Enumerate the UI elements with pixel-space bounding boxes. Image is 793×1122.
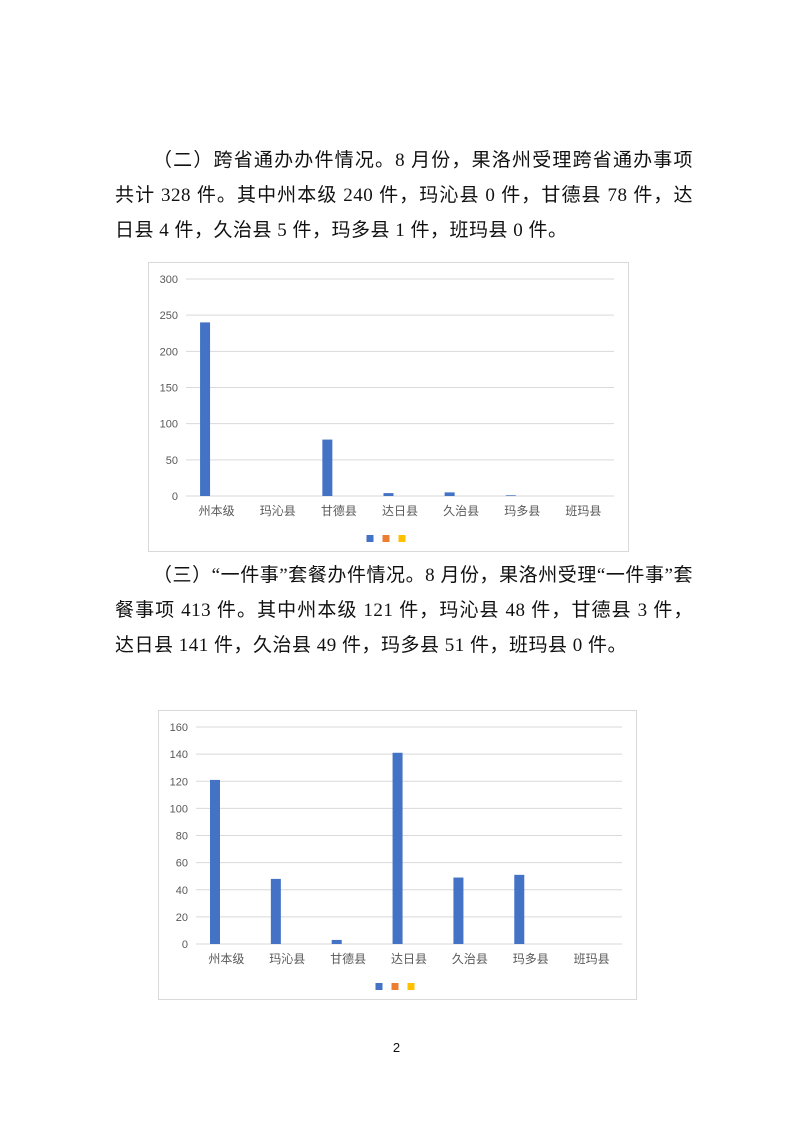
y-tick-label: 60: [176, 858, 188, 870]
y-tick-label: 0: [172, 491, 178, 503]
y-tick-label: 250: [160, 310, 178, 322]
bar: [200, 322, 211, 496]
y-tick-label: 140: [170, 749, 188, 761]
bar-chart: 0 20 40 60 80 100 120 140 160 州本级 玛沁县 甘德县 达日县 久治县 玛多县 班…: [170, 722, 622, 990]
chart-cross-province: 0 50 100 150 200 250 300 州本级 玛沁县 甘德县 达日县 久治县 玛多县 班玛县: [148, 262, 629, 552]
y-tick-label: 0: [182, 939, 188, 951]
x-tick-label: 玛沁县: [260, 504, 296, 518]
x-tick-label: 甘德县: [330, 951, 366, 966]
y-tick-label: 80: [176, 831, 188, 843]
bar: [444, 492, 455, 496]
x-tick-label: 班玛县: [565, 504, 601, 518]
legend-swatch: [366, 535, 374, 542]
page-number: 2: [392, 1040, 401, 1055]
y-tick-label: 40: [176, 885, 188, 897]
legend-swatch: [391, 983, 399, 990]
bar: [383, 493, 394, 496]
legend-swatch: [382, 535, 390, 542]
y-tick-label: 160: [170, 722, 188, 734]
x-tick-label: 久治县: [443, 504, 479, 518]
bar: [453, 877, 464, 944]
bar-chart: 0 50 100 150 200 250 300 州本级 玛沁县 甘德县 达日县 久治县 玛多县 班玛县: [160, 274, 614, 542]
x-tick-label: 州本级: [199, 504, 235, 518]
x-tick-label: 久治县: [452, 952, 488, 966]
bar: [270, 878, 281, 944]
x-tick-label: 玛多县: [504, 504, 540, 518]
y-tick-label: 100: [170, 803, 188, 815]
y-tick-label: 20: [176, 912, 188, 924]
x-tick-label: 班玛县: [574, 952, 610, 966]
x-tick-label: 玛沁县: [269, 952, 305, 966]
x-tick-label: 达日县: [391, 952, 427, 966]
paragraph-cross-province: （二）跨省通办办件情况。8 月份，果洛州受理跨省通办事项共计 328 件。其中州…: [115, 150, 693, 241]
paragraph-one-thing-package: （三）“一件事”套餐办件情况。8 月份，果洛州受理“一件事”套餐事项 413 件…: [115, 565, 693, 656]
y-tick-label: 50: [166, 455, 178, 467]
y-tick-label: 300: [160, 274, 178, 286]
bar: [505, 495, 516, 496]
bar: [209, 779, 220, 944]
x-tick-label: 甘德县: [321, 503, 357, 518]
y-tick-label: 100: [160, 419, 178, 431]
y-tick-label: 200: [160, 346, 178, 358]
legend-swatch: [375, 983, 383, 990]
y-tick-label: 120: [170, 776, 188, 788]
chart-one-thing-package: 0 20 40 60 80 100 120 140 160 州本级 玛沁县 甘德县 达日县 久治县 玛多县 班…: [158, 710, 637, 1000]
y-tick-label: 150: [160, 383, 178, 395]
bar: [331, 939, 342, 944]
bar: [392, 752, 403, 944]
x-tick-label: 玛多县: [513, 952, 549, 966]
bar: [514, 874, 525, 944]
legend-swatch: [407, 983, 415, 990]
x-tick-label: 州本级: [208, 952, 244, 966]
bar: [322, 439, 333, 496]
x-tick-label: 达日县: [382, 504, 418, 518]
legend-swatch: [398, 535, 406, 542]
